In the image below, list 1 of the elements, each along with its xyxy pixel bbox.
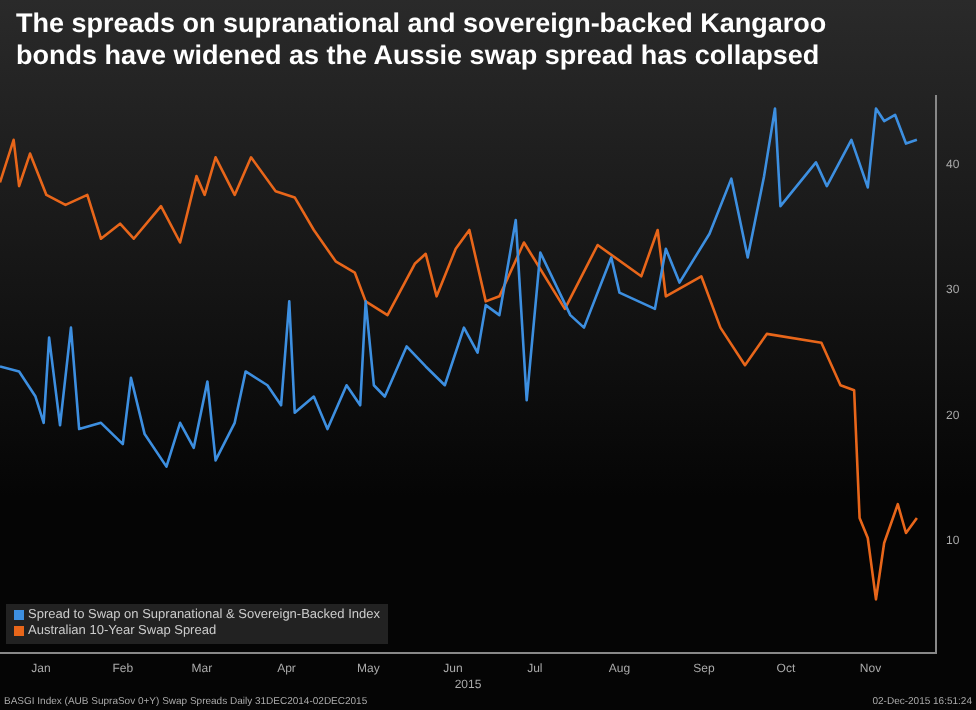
chart-title: The spreads on supranational and sovereign-backed Kangaroo bonds have widened as the Aussie swap spread has collapsed bbox=[16, 8, 829, 72]
